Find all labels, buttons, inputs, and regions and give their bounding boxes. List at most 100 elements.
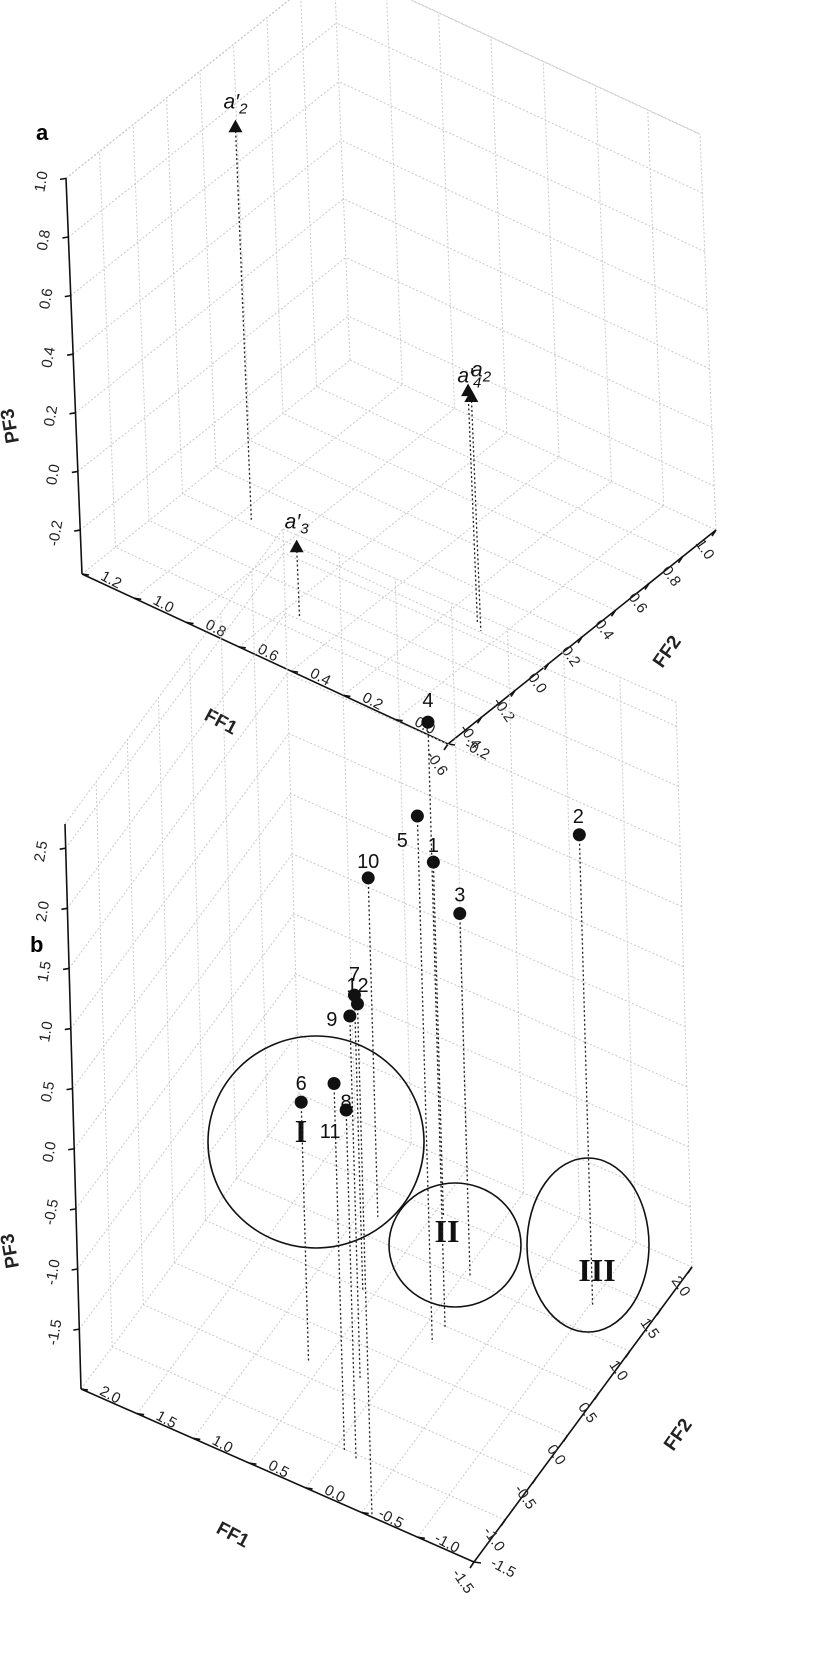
- box-edge: [349, 359, 717, 531]
- x-tick-label: 0.6: [625, 590, 651, 617]
- point-label-sub: 3: [300, 521, 309, 538]
- drop-line: [234, 126, 252, 520]
- y-tick-mark: [395, 718, 403, 722]
- gridline: [297, 1033, 691, 1208]
- gridline: [286, 672, 681, 847]
- gridline: [73, 853, 293, 1150]
- z-tick-label: -1.0: [43, 1258, 64, 1286]
- gridline: [338, 81, 705, 253]
- gridline: [68, 673, 288, 969]
- y-tick-label: 1.0: [209, 1432, 235, 1457]
- x-axis-line: [80, 1388, 475, 1563]
- point-label: 3: [454, 885, 465, 907]
- cluster-II-ellipse: [388, 1182, 522, 1308]
- z-tick-mark: [59, 177, 67, 181]
- z-tick-mark: [73, 1328, 80, 1331]
- point-marker: [350, 997, 364, 1011]
- panel-b-axes: [59, 823, 693, 1569]
- x-tick-mark: [510, 690, 516, 697]
- z-tick-label: 0.8: [34, 228, 54, 251]
- z-tick-mark: [59, 847, 66, 850]
- panel-b-y-axis-label: FF2: [660, 1415, 697, 1455]
- gridline: [293, 913, 688, 1088]
- point-marker: [421, 715, 435, 729]
- gridline: [148, 520, 516, 691]
- point-label-main: a: [471, 359, 483, 382]
- z-tick-label: 0.4: [39, 346, 59, 369]
- drop-line: [416, 816, 433, 1343]
- y-tick-mark: [249, 1462, 257, 1465]
- point-label-sub: 4: [473, 374, 481, 391]
- point-label: 7: [349, 964, 360, 986]
- gridline: [490, 36, 508, 433]
- y-tick-mark: [193, 1437, 201, 1441]
- z-tick-mark: [74, 529, 81, 532]
- gridline: [300, 0, 317, 387]
- box-edge: [81, 359, 351, 575]
- y-tick-mark: [361, 1511, 369, 1515]
- point-marker: [461, 383, 476, 397]
- point-marker: [572, 828, 586, 842]
- panel-a-axes: [59, 177, 717, 751]
- y-tick-label: 0.6: [255, 640, 281, 665]
- gridline: [192, 1143, 412, 1439]
- gridline: [65, 0, 291, 179]
- x-tick-mark: [500, 1519, 506, 1527]
- z-tick-mark: [64, 294, 71, 298]
- gridline: [338, 553, 356, 1119]
- z-axis-line: [64, 823, 82, 1390]
- y-tick-mark: [447, 743, 456, 746]
- box-edge: [282, 528, 677, 703]
- gridline: [305, 1192, 524, 1489]
- panel-a-label: a: [36, 120, 49, 145]
- gridline: [285, 612, 679, 787]
- point-marker: [294, 1095, 308, 1109]
- point-marker: [339, 1103, 353, 1117]
- gridline: [394, 578, 412, 1144]
- drop-line: [578, 834, 594, 1305]
- point-marker: [361, 871, 375, 885]
- gridline: [563, 652, 581, 1218]
- x-tick-mark: [610, 609, 617, 617]
- panel-b-z-axis-label: PF3: [0, 1232, 24, 1270]
- y-tick-label: 0.5: [265, 1457, 291, 1482]
- y-tick-mark: [137, 1412, 145, 1416]
- drop-line: [300, 1102, 310, 1363]
- box-edge: [65, 0, 290, 179]
- z-tick-label: 0.6: [36, 287, 56, 310]
- cluster-III-label: III: [578, 1252, 615, 1288]
- panel-b-tick-labels: 2.0 1.5 1.0 0.5 0.0 -0.5 -1.0 -1.5 -1.5 -1.0 -0.5 0…: [31, 840, 694, 1597]
- point-label: 4: [422, 690, 433, 712]
- gridline: [236, 1177, 630, 1352]
- point-label-main: a′: [223, 91, 240, 114]
- y-tick-label: -1.0: [432, 1530, 463, 1557]
- y-tick-mark: [343, 694, 351, 698]
- x-tick-mark: [711, 529, 717, 537]
- x-tick-mark: [593, 1392, 600, 1400]
- gridline: [348, 315, 715, 487]
- gridline: [143, 1304, 537, 1479]
- point-marker: [453, 907, 467, 921]
- z-tick-label: 1.0: [36, 1020, 56, 1043]
- x-axis-line: [81, 573, 449, 745]
- z-tick-mark: [69, 1208, 77, 1211]
- y-tick-mark: [80, 1388, 89, 1391]
- gridline: [72, 139, 342, 355]
- point-label: 5: [397, 830, 408, 852]
- gridline: [395, 505, 665, 721]
- x-tick-mark: [476, 716, 483, 724]
- gridline: [199, 70, 217, 468]
- gridline: [343, 481, 612, 696]
- x-tick-mark: [625, 1350, 631, 1358]
- gridline: [290, 793, 684, 968]
- gridline: [249, 439, 616, 611]
- point-label: 8: [340, 1092, 351, 1114]
- drop-line: [345, 1109, 357, 1460]
- gridline: [111, 1346, 506, 1521]
- x-tick-label: -1.5: [448, 1566, 477, 1597]
- point-label: 2: [573, 806, 584, 828]
- x-tick-mark: [656, 1308, 662, 1316]
- x-tick-mark: [543, 663, 550, 671]
- x-tick-label: 0.4: [591, 616, 617, 643]
